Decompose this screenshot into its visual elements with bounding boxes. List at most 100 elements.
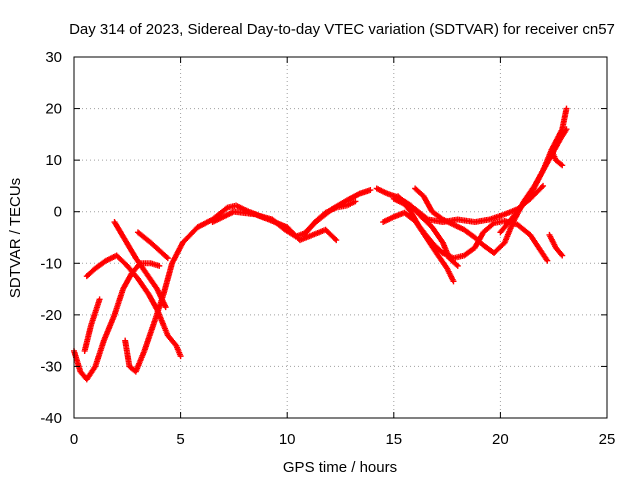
data-point: [563, 105, 570, 112]
data-point-run: [101, 313, 117, 343]
data-point-run: [88, 297, 103, 327]
y-tick-label: 0: [54, 204, 62, 221]
data-point: [540, 182, 547, 189]
series-track-8: [301, 198, 359, 238]
y-tick-label: 30: [45, 49, 62, 66]
data-point-run: [122, 339, 133, 368]
grid: [74, 57, 607, 418]
data-point: [563, 126, 570, 133]
data-point-run: [430, 225, 445, 245]
chart-title: Day 314 of 2023, Sidereal Day-to-day VTE…: [69, 21, 615, 38]
data-point-run: [345, 191, 362, 203]
data-point-run: [540, 153, 554, 173]
data-point-run: [402, 201, 417, 212]
x-tick-label: 10: [279, 431, 296, 448]
data-point: [367, 187, 374, 194]
data-point-run: [232, 208, 257, 218]
data-point-run: [559, 107, 570, 131]
data-point-run: [93, 258, 108, 271]
x-tick-label: 5: [176, 431, 184, 448]
data-point-run: [148, 240, 162, 253]
data-point-run: [324, 205, 338, 216]
x-tick-label: 0: [70, 431, 78, 448]
data-point: [156, 262, 163, 269]
series-track-3: [83, 252, 184, 360]
data-point: [96, 296, 103, 303]
series-track-14: [390, 182, 547, 226]
data-point-run: [381, 214, 396, 225]
data-point-run: [462, 227, 477, 240]
y-tick-label: -20: [40, 307, 62, 324]
data-point: [544, 257, 551, 264]
data-point: [559, 252, 566, 259]
data-point-run: [549, 127, 565, 152]
data-point-run: [413, 186, 426, 199]
series-track-6: [134, 229, 171, 262]
data-point-run: [502, 220, 516, 245]
data-point-run: [547, 233, 559, 250]
data-point-run: [444, 267, 456, 283]
data-point-run: [323, 227, 339, 242]
data-point-run: [112, 287, 126, 317]
data-point-run: [558, 127, 569, 142]
data-point-run: [553, 246, 565, 258]
data-point-run: [417, 225, 430, 242]
data-point-run: [161, 323, 171, 337]
series-track-12: [412, 105, 570, 256]
plot-frame: [73, 56, 608, 419]
data-point-run: [160, 261, 175, 296]
data-point: [162, 304, 169, 311]
data-point-run: [92, 339, 107, 368]
data-point-run: [120, 272, 134, 291]
data-point-run: [211, 209, 236, 225]
data-point-run: [82, 323, 94, 353]
data-point-run: [456, 216, 477, 225]
y-tick-label: 20: [45, 101, 62, 118]
data-point-run: [432, 243, 445, 255]
data-point: [559, 162, 566, 169]
data-points: [71, 105, 570, 383]
data-point-run: [441, 250, 455, 261]
data-point-run: [498, 217, 513, 235]
data-point: [454, 262, 461, 269]
data-point-run: [133, 349, 147, 373]
data-point-run: [425, 238, 439, 255]
data-point-run: [253, 211, 274, 224]
data-point-run: [84, 364, 98, 381]
y-axis: -40 -30 -20 -10 0 10 20 30: [40, 49, 607, 427]
series-track-2: [81, 296, 103, 354]
data-point-run: [122, 238, 139, 260]
data-point-run: [165, 333, 179, 348]
data-point-run: [549, 148, 559, 162]
data-point-run: [515, 196, 532, 212]
data-point-run: [313, 210, 328, 224]
data-point-run: [71, 349, 83, 373]
data-point-run: [528, 184, 545, 201]
data-point-run: [481, 221, 496, 235]
data-point: [177, 353, 184, 360]
data-point-run: [515, 222, 532, 237]
data-point-run: [462, 245, 477, 258]
data-point-run: [174, 344, 183, 358]
data-point-run: [180, 225, 200, 245]
data-point-run: [85, 266, 98, 279]
data-point-run: [375, 186, 389, 196]
data-point-run: [452, 222, 466, 233]
series-track-13: [497, 126, 570, 236]
data-point-run: [114, 253, 130, 268]
data-point-run: [413, 207, 430, 222]
data-point-run: [141, 318, 158, 353]
data-point-run: [136, 230, 153, 245]
data-point-run: [311, 227, 327, 238]
data-point-run: [392, 196, 406, 207]
y-tick-label: -10: [40, 255, 62, 272]
data-point: [164, 255, 171, 262]
data-point-run: [135, 277, 151, 296]
data-point-run: [133, 256, 149, 276]
y-tick-label: -40: [40, 410, 62, 427]
data-point-run: [434, 251, 450, 271]
series-track-4: [122, 187, 374, 375]
series-track-15: [546, 231, 566, 259]
data-point-run: [530, 168, 546, 193]
data-point-run: [473, 216, 492, 225]
